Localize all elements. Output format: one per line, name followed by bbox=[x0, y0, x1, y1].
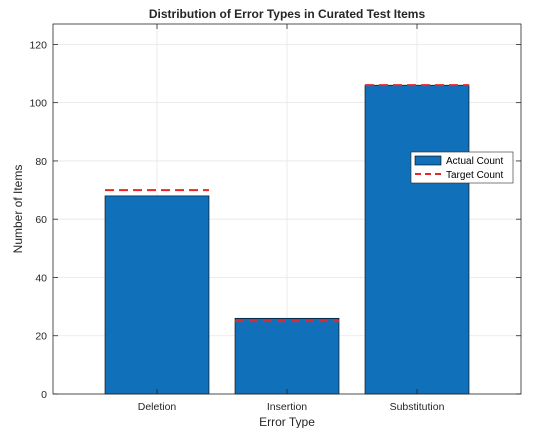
legend-label-actual: Actual Count bbox=[446, 156, 503, 167]
y-tick-label: 80 bbox=[35, 156, 47, 168]
x-tick-label: Deletion bbox=[138, 401, 177, 413]
bar-deletion bbox=[104, 195, 210, 395]
bars bbox=[104, 84, 470, 395]
y-tick-label: 60 bbox=[35, 214, 47, 226]
chart-title: Distribution of Error Types in Curated T… bbox=[149, 7, 426, 21]
x-tick-label: Insertion bbox=[267, 401, 307, 413]
y-tick-label: 20 bbox=[35, 331, 47, 343]
x-axis-ticks: Deletion Insertion Substitution bbox=[138, 24, 445, 413]
x-tick-label: Substitution bbox=[390, 401, 445, 413]
y-axis-ticks: 0 20 40 60 80 100 120 bbox=[29, 39, 521, 401]
legend-swatch-actual bbox=[414, 155, 442, 166]
y-tick-label: 0 bbox=[41, 389, 47, 401]
bar-insertion bbox=[234, 317, 340, 395]
legend: Actual Count Target Count bbox=[410, 151, 514, 184]
y-tick-label: 120 bbox=[29, 39, 47, 51]
y-axis-label: Number of Items bbox=[11, 165, 25, 254]
x-axis-label: Error Type bbox=[259, 415, 315, 428]
y-tick-label: 100 bbox=[29, 98, 47, 110]
y-tick-label: 40 bbox=[35, 272, 47, 284]
legend-label-target: Target Count bbox=[446, 170, 503, 181]
target-lines bbox=[105, 84, 469, 323]
bar-substitution bbox=[364, 84, 470, 395]
